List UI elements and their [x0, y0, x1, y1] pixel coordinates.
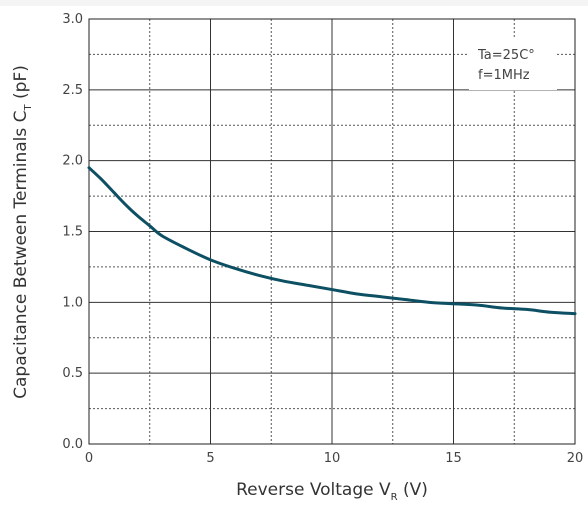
y-tick-label: 3.0 — [62, 12, 83, 27]
x-tick-label: 15 — [445, 451, 462, 466]
x-tick-label: 20 — [567, 451, 584, 466]
y-axis-title-subscript: T — [23, 103, 34, 111]
x-axis-title-main: Reverse Voltage V — [236, 480, 391, 500]
y-tick-labels: 0.0 0.5 1.0 1.5 2.0 2.5 3.0 — [62, 12, 83, 452]
x-tick-label: 5 — [206, 451, 214, 466]
x-tick-label: 0 — [85, 451, 93, 466]
plot-frame — [88, 18, 576, 445]
annotation-temperature: Ta=25C° — [477, 48, 535, 63]
annotation-box: Ta=25C° f=1MHz — [469, 38, 557, 90]
y-axis-title-unit: (pF) — [11, 65, 31, 104]
y-tick-label: 0.0 — [62, 437, 83, 452]
x-axis-title-unit: (V) — [398, 480, 428, 500]
y-tick-label: 2.0 — [62, 154, 83, 169]
y-axis-title-main: Capacitance Between Terminals C — [11, 110, 31, 398]
y-tick-label: 2.5 — [62, 83, 83, 98]
y-tick-label: 1.5 — [62, 225, 83, 240]
x-tick-labels: 0 5 10 15 20 — [85, 451, 583, 466]
top-band — [0, 0, 588, 6]
x-tick-label: 10 — [324, 451, 341, 466]
x-axis-title-subscript: R — [391, 492, 398, 503]
grid-major — [89, 19, 575, 444]
annotation-frequency: f=1MHz — [478, 68, 530, 83]
annotation-background — [469, 38, 557, 90]
y-tick-label: 1.0 — [62, 295, 83, 310]
y-tick-label: 0.5 — [62, 366, 83, 381]
x-axis-title: Reverse Voltage VR (V) — [236, 480, 428, 503]
y-axis-title: Capacitance Between Terminals CT (pF) — [11, 65, 34, 399]
series-line — [87, 166, 577, 316]
